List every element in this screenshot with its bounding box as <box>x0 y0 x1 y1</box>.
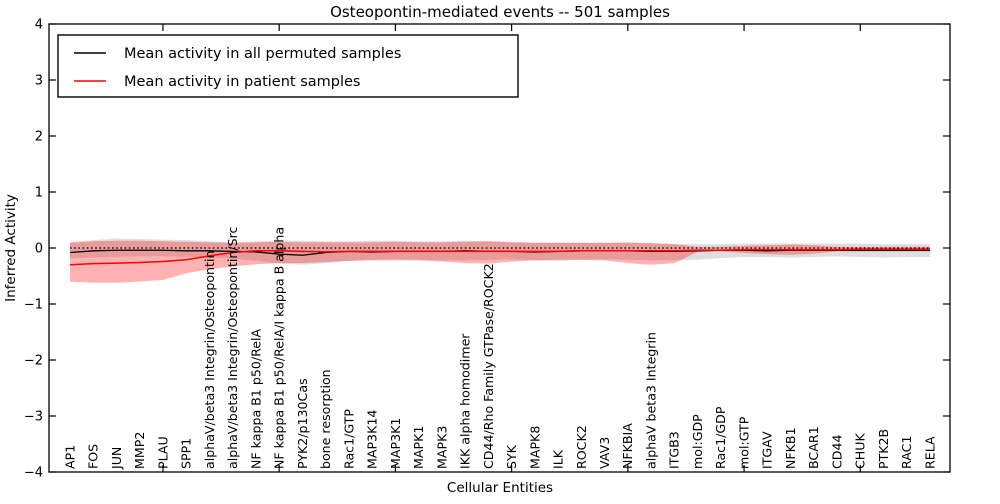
x-category-label: ITGB3 <box>667 431 682 469</box>
patient-mean-line <box>69 248 930 266</box>
x-category-label: MAP3K1 <box>388 418 403 469</box>
x-category-label: bone resorption <box>318 369 333 469</box>
y-axis-title: Inferred Activity <box>3 194 19 302</box>
y-tick-label: 1 <box>35 186 43 201</box>
y-tick-label: 0 <box>35 242 43 257</box>
x-category-label: BCAR1 <box>806 426 821 469</box>
x-category-label: PTK2B <box>876 429 891 469</box>
x-category-label: alphaV beta3 Integrin <box>643 332 658 469</box>
x-category-label: AP1 <box>62 445 77 469</box>
x-category-label: Rac1/GTP <box>341 409 356 469</box>
y-tick-label: 3 <box>35 74 43 89</box>
x-category-label: NF kappa B1 p50/RelA/I kappa B alpha <box>272 227 287 469</box>
x-category-label: MMP2 <box>132 432 147 469</box>
y-tick-label: −1 <box>24 298 43 313</box>
chart-title: Osteopontin-mediated events -- 501 sampl… <box>330 3 670 21</box>
x-category-label: ILK <box>551 449 566 469</box>
patient-range-band <box>70 240 930 283</box>
x-category-label: NF kappa B1 p50/RelA <box>248 328 263 469</box>
y-tick-label: −3 <box>24 410 43 425</box>
x-category-label: MAPK3 <box>434 426 449 469</box>
patient-mean-path <box>69 248 930 266</box>
y-tick-label: 4 <box>35 18 43 33</box>
x-category-label: PLAU <box>155 436 170 469</box>
x-category-label: SPP1 <box>179 438 194 469</box>
legend-permuted-label: Mean activity in all permuted samples <box>124 46 401 62</box>
x-category-label: mol:GDP <box>690 414 705 469</box>
y-tick-label: 2 <box>35 130 43 145</box>
x-category-label: VAV3 <box>597 437 612 469</box>
x-category-label: ROCK2 <box>574 425 589 469</box>
x-category-label: RELA <box>922 436 937 469</box>
x-category-labels: AP1 FOS JUN MMP2 PLAU SPP1 alphaV/beta3 Integr… <box>62 226 937 470</box>
x-category-label: FOS <box>86 444 101 469</box>
x-category-label: MAPK1 <box>411 426 426 469</box>
x-category-label: CD44 <box>829 434 844 469</box>
x-category-label: alphaV/beta3 Integrin/Osteopontin/Src <box>225 226 240 469</box>
x-category-label: NFKB1 <box>783 427 798 469</box>
x-category-label: alphaV/beta3 Integrin/Osteopontin <box>202 251 217 469</box>
x-category-label: CHUK <box>853 433 868 469</box>
x-category-label: SYK <box>504 444 519 469</box>
patient-samples-range <box>70 240 930 283</box>
x-category-label: MAP3K14 <box>365 410 380 469</box>
x-category-label: PYK2/p130Cas <box>295 378 310 469</box>
x-category-label: IKK alpha homodimer <box>458 333 473 469</box>
x-category-label: MAPK8 <box>527 426 542 469</box>
x-category-label: Rac1/GDP <box>713 406 728 469</box>
legend: Mean activity in all permuted samples Me… <box>57 34 519 98</box>
y-tick-label: −4 <box>24 466 43 481</box>
x-axis-title: Cellular Entities <box>447 480 553 496</box>
x-category-label: CD44/Rho Family GTPase/ROCK2 <box>481 263 496 469</box>
legend-patient-label: Mean activity in patient samples <box>124 74 360 90</box>
plot-area: 4 3 2 1 0 −1 −2 −3 −4 AP1 FOS JUN MMP2 PLAU SPP1 alpha… <box>24 18 951 481</box>
x-category-label: NFKBIA <box>620 423 635 469</box>
x-category-label: JUN <box>109 447 124 470</box>
y-tick-labels: 4 3 2 1 0 −1 −2 −3 −4 <box>24 18 43 481</box>
legend-box <box>57 34 519 98</box>
x-category-label: mol:GTP <box>736 416 751 469</box>
x-category-label: RAC1 <box>899 436 914 469</box>
axis-ticks <box>49 23 950 473</box>
x-category-label: ITGAV <box>760 431 775 469</box>
y-tick-label: −2 <box>24 354 43 369</box>
